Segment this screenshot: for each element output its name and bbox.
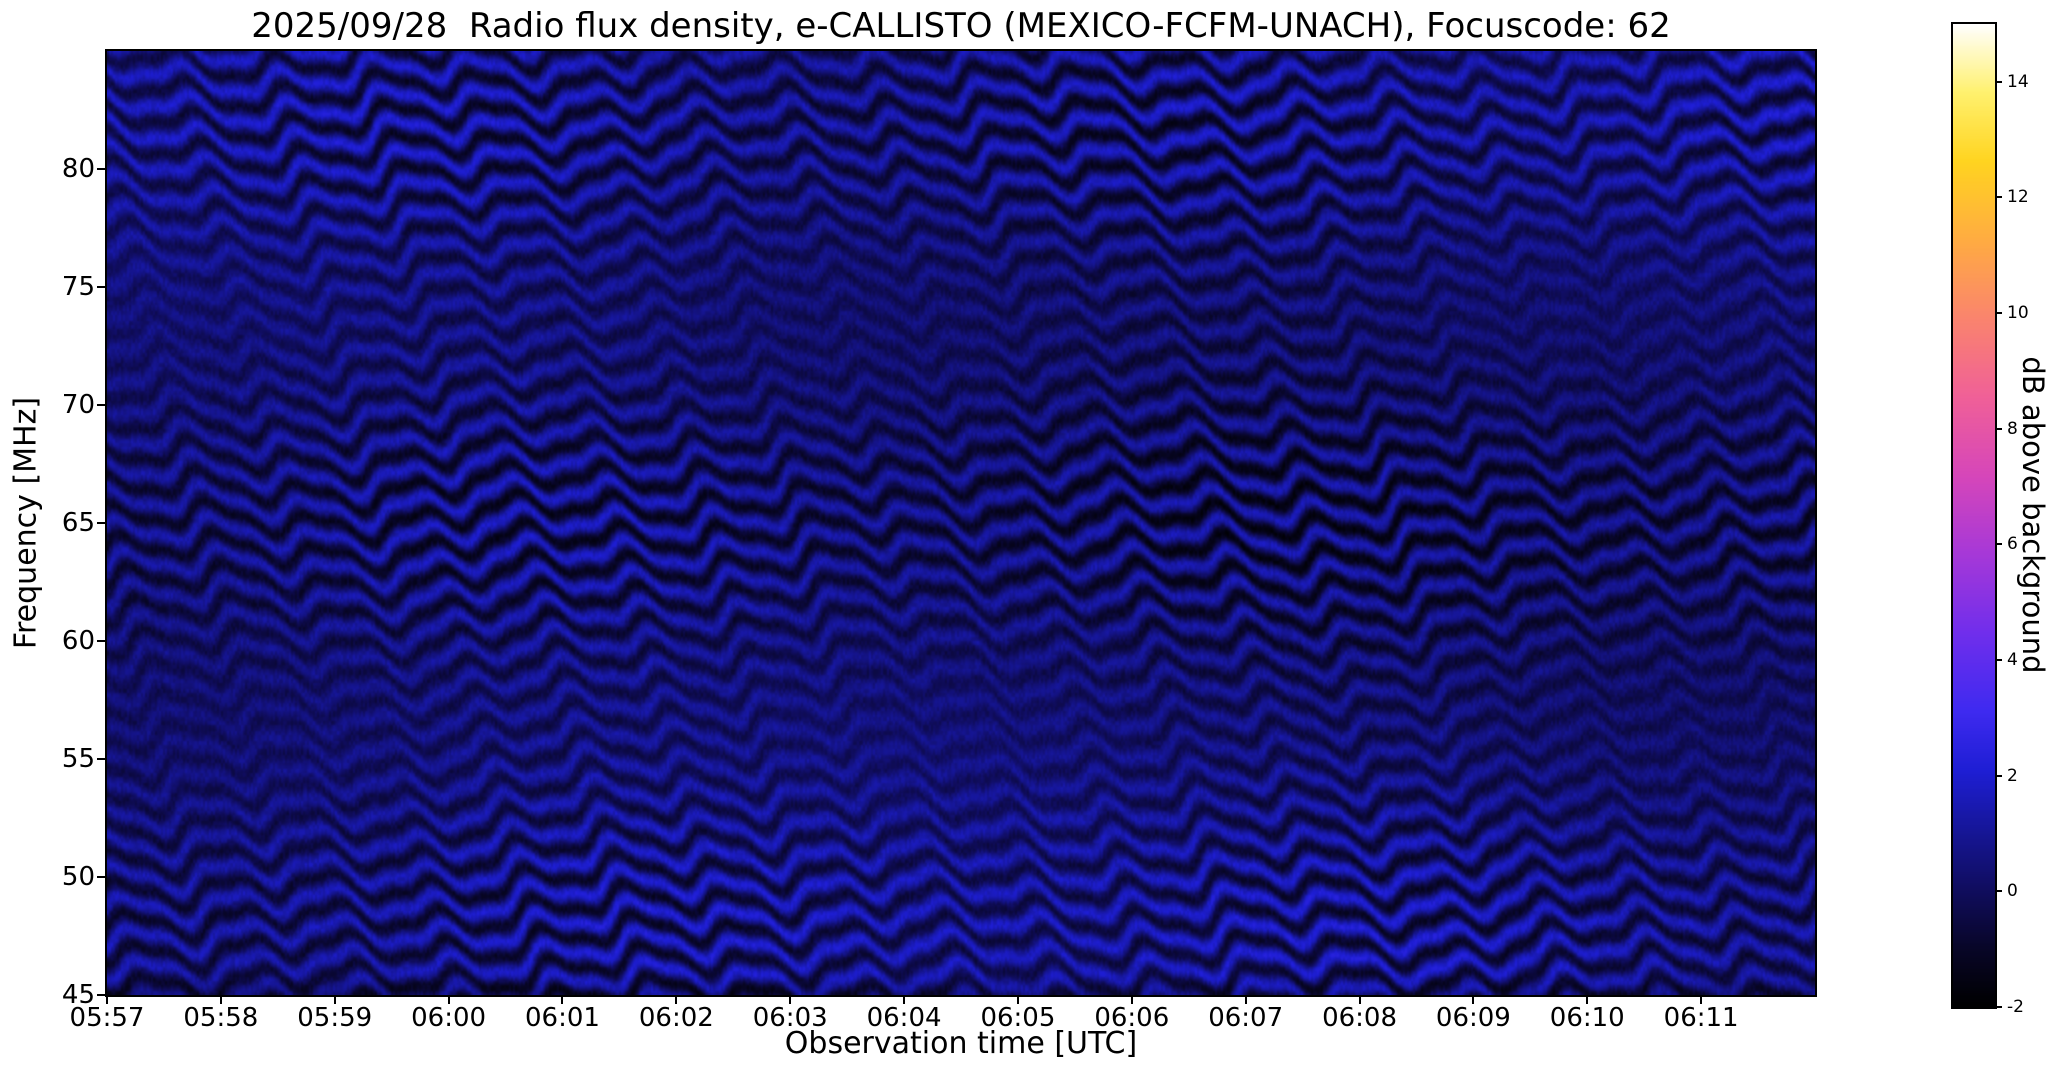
colorbar-tick-label: 14 bbox=[2007, 71, 2029, 92]
x-tick-label: 06:10 bbox=[1549, 1003, 1625, 1033]
spectrogram-canvas bbox=[107, 51, 1815, 995]
x-tick-mark bbox=[675, 995, 678, 1004]
x-tick-label: 06:07 bbox=[1208, 1003, 1284, 1033]
x-tick-label: 06:11 bbox=[1663, 1003, 1739, 1033]
x-tick-mark bbox=[903, 995, 906, 1004]
colorbar-tick-mark bbox=[1995, 1006, 2002, 1008]
x-tick-mark bbox=[219, 995, 222, 1004]
y-tick-mark bbox=[97, 994, 107, 996]
y-tick-label: 45 bbox=[61, 980, 95, 1010]
colorbar-tick-label: 8 bbox=[2007, 418, 2018, 439]
x-tick-label: 06:05 bbox=[980, 1003, 1056, 1033]
y-tick-mark bbox=[97, 404, 107, 406]
colorbar-tick-mark bbox=[1995, 774, 2002, 777]
x-tick-mark bbox=[1130, 995, 1133, 1004]
x-tick-mark bbox=[1472, 995, 1475, 1004]
x-tick-mark bbox=[561, 995, 564, 1004]
colorbar-tick-label: 10 bbox=[2007, 303, 2029, 324]
colorbar-tick-mark bbox=[1995, 427, 2002, 430]
colorbar-tick-mark bbox=[1995, 890, 2002, 893]
x-tick-mark bbox=[106, 995, 108, 1004]
y-tick-label: 50 bbox=[61, 862, 95, 892]
colorbar-tick-label: 2 bbox=[2007, 765, 2018, 786]
x-tick-label: 06:02 bbox=[638, 1003, 714, 1033]
colorbar-tick-label: -2 bbox=[2007, 997, 2024, 1017]
y-tick-mark bbox=[97, 168, 107, 170]
colorbar-tick-label: 12 bbox=[2007, 187, 2029, 208]
x-tick-mark bbox=[333, 995, 336, 1004]
colorbar-tick-mark bbox=[1995, 659, 2002, 662]
spectrogram-plot-area bbox=[105, 49, 1817, 997]
x-tick-mark bbox=[1244, 995, 1247, 1004]
colorbar-canvas bbox=[1953, 24, 1995, 1007]
colorbar-label: dB above background bbox=[2016, 356, 2047, 674]
y-tick-mark bbox=[97, 286, 107, 288]
x-tick-mark bbox=[447, 995, 450, 1004]
x-tick-label: 06:01 bbox=[524, 1003, 600, 1033]
y-tick-label: 65 bbox=[61, 508, 95, 538]
x-tick-label: 06:03 bbox=[752, 1003, 828, 1033]
x-tick-label: 05:57 bbox=[69, 1003, 145, 1033]
y-tick-mark bbox=[97, 522, 107, 524]
x-tick-label: 06:09 bbox=[1435, 1003, 1511, 1033]
x-tick-label: 05:58 bbox=[183, 1003, 259, 1033]
colorbar-tick-mark bbox=[1995, 80, 2002, 83]
x-tick-label: 06:04 bbox=[866, 1003, 942, 1033]
x-tick-mark bbox=[1586, 995, 1589, 1004]
y-tick-label: 55 bbox=[61, 744, 95, 774]
y-tick-label: 70 bbox=[61, 390, 95, 420]
x-tick-mark bbox=[1016, 995, 1019, 1004]
colorbar-tick-label: 4 bbox=[2007, 650, 2018, 671]
colorbar bbox=[1951, 22, 1997, 1009]
y-tick-mark bbox=[97, 640, 107, 642]
colorbar-tick-mark bbox=[1995, 312, 2002, 315]
y-tick-label: 60 bbox=[61, 626, 95, 656]
colorbar-tick-mark bbox=[1995, 543, 2002, 546]
y-tick-mark bbox=[97, 876, 107, 878]
x-tick-label: 06:06 bbox=[1094, 1003, 1170, 1033]
colorbar-tick-mark bbox=[1995, 196, 2002, 199]
y-tick-label: 75 bbox=[61, 272, 95, 302]
chart-title: 2025/09/28 Radio flux density, e-CALLIST… bbox=[251, 6, 1671, 46]
y-tick-mark bbox=[97, 758, 107, 760]
colorbar-tick-label: 0 bbox=[2007, 881, 2018, 902]
x-tick-mark bbox=[1358, 995, 1361, 1004]
colorbar-tick-label: 6 bbox=[2007, 534, 2018, 555]
x-tick-label: 06:08 bbox=[1322, 1003, 1397, 1033]
x-tick-mark bbox=[789, 995, 792, 1004]
x-tick-label: 05:59 bbox=[297, 1003, 373, 1033]
y-tick-label: 80 bbox=[61, 154, 95, 184]
x-axis-label: Observation time [UTC] bbox=[784, 1026, 1138, 1061]
x-tick-mark bbox=[1700, 995, 1703, 1004]
x-tick-label: 06:00 bbox=[411, 1003, 487, 1033]
